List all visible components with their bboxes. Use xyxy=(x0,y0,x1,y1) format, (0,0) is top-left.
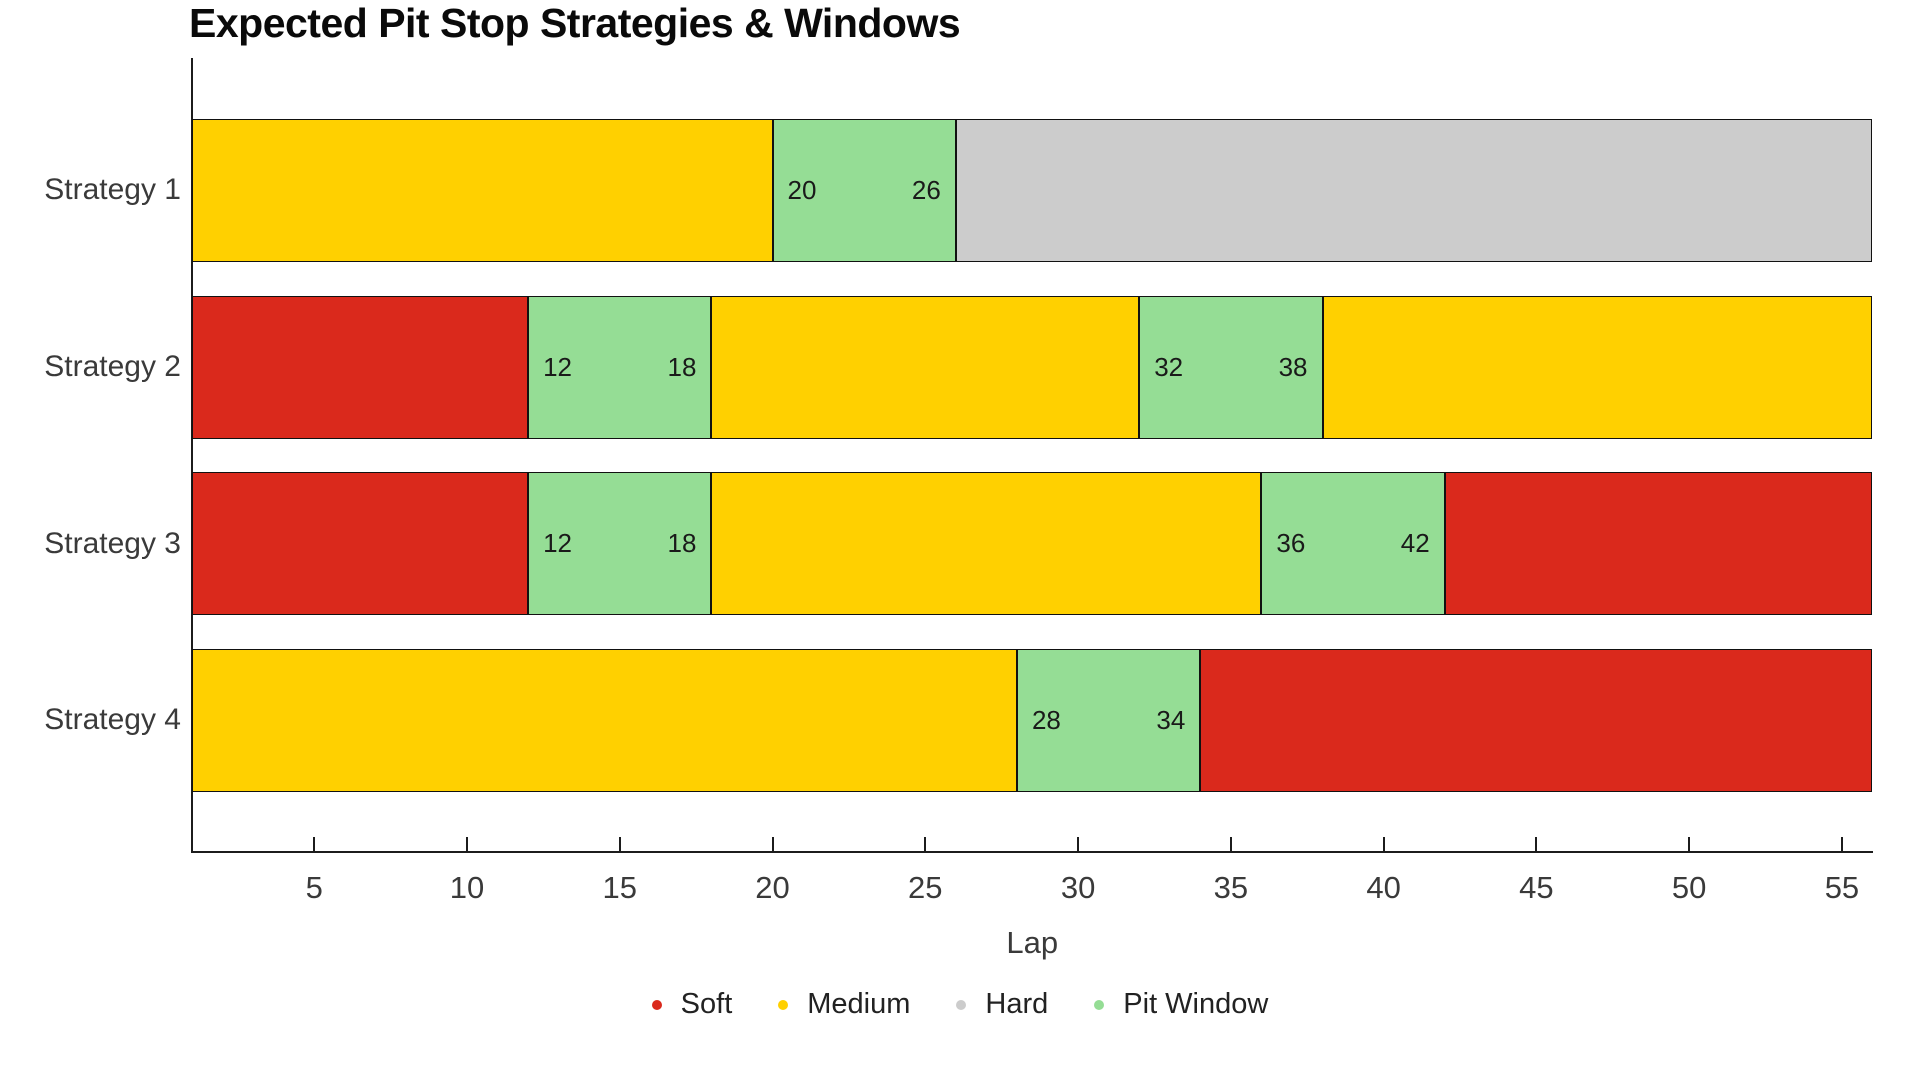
stint-segment xyxy=(711,472,1262,616)
legend-label: Medium xyxy=(807,988,911,1020)
pit-window-open-lap: 12 xyxy=(543,528,573,559)
stint-segment xyxy=(192,118,773,262)
pit-window-open-lap: 36 xyxy=(1276,528,1306,559)
x-tick-label: 20 xyxy=(755,870,790,905)
x-axis-line xyxy=(191,851,1873,853)
y-category-label: Strategy 4 xyxy=(44,703,181,737)
pit-window-close-lap: 18 xyxy=(667,351,697,382)
x-tick-label: 25 xyxy=(908,870,943,905)
x-tick-mark xyxy=(1229,837,1232,852)
pit-window-close-lap: 38 xyxy=(1278,351,1308,382)
x-tick-label: 40 xyxy=(1366,870,1401,905)
pit-window-open-lap: 20 xyxy=(787,174,817,205)
y-category-label: Strategy 2 xyxy=(44,350,181,383)
x-tick-mark xyxy=(1077,837,1080,852)
x-tick-mark xyxy=(1688,837,1691,852)
pit-window-close-lap: 26 xyxy=(911,174,941,205)
x-tick-label: 5 xyxy=(305,870,323,905)
legend-dot-icon xyxy=(1094,999,1105,1010)
stint-segment xyxy=(192,472,529,616)
pit-window-segment: 28 34 xyxy=(1016,648,1201,792)
pit-window-close-lap: 42 xyxy=(1400,528,1430,559)
stint-segment xyxy=(192,648,1017,792)
x-tick-label: 10 xyxy=(449,870,485,905)
pit-window-segment: 12 18 xyxy=(528,472,712,616)
x-tick-label: 15 xyxy=(602,870,637,905)
pit-window-segment: 32 38 xyxy=(1139,295,1323,439)
y-category-label: Strategy 3 xyxy=(44,526,181,560)
x-tick-mark xyxy=(465,837,468,852)
stint-segment xyxy=(1200,648,1873,792)
x-tick-mark xyxy=(618,837,621,852)
pit-window-close-lap: 18 xyxy=(667,528,697,559)
x-tick-mark xyxy=(313,837,316,852)
x-tick-mark xyxy=(924,837,927,852)
legend-label: Pit Window xyxy=(1123,988,1269,1020)
chart-title: Expected Pit Stop Strategies & Windows xyxy=(189,0,961,46)
legend-dot-icon xyxy=(651,999,662,1010)
x-tick-mark xyxy=(1382,837,1385,852)
legend-label: Soft xyxy=(680,988,733,1020)
x-tick-label: 50 xyxy=(1671,870,1707,905)
x-tick-mark xyxy=(1840,837,1843,852)
x-tick-label: 55 xyxy=(1824,870,1860,905)
pit-window-segment: 20 26 xyxy=(772,118,956,262)
stint-segment xyxy=(955,118,1873,262)
legend-label: Hard xyxy=(985,988,1049,1020)
legend-item: Pit Window xyxy=(1094,988,1268,1021)
x-tick-label: 45 xyxy=(1519,870,1554,905)
stint-segment xyxy=(711,295,1140,439)
pit-window-close-lap: 34 xyxy=(1156,704,1186,735)
pit-window-open-lap: 28 xyxy=(1031,704,1061,735)
x-tick-mark xyxy=(771,837,774,852)
x-tick-label: 30 xyxy=(1060,870,1096,905)
legend-item: Medium xyxy=(778,988,910,1021)
legend: Soft Medium Hard Pit Window xyxy=(0,988,1920,1021)
stint-segment xyxy=(1322,295,1873,439)
pit-window-open-lap: 12 xyxy=(543,351,573,382)
legend-item: Hard xyxy=(956,988,1048,1021)
pit-window-segment: 36 42 xyxy=(1261,472,1445,616)
x-tick-mark xyxy=(1535,837,1538,852)
legend-dot-icon xyxy=(778,999,789,1010)
y-category-label: Strategy 1 xyxy=(44,173,181,207)
x-tick-label: 35 xyxy=(1213,870,1249,905)
y-axis-line xyxy=(191,58,193,853)
stint-segment xyxy=(1444,472,1873,616)
legend-item: Soft xyxy=(651,988,733,1021)
pit-window-segment: 12 18 xyxy=(528,295,712,439)
legend-dot-icon xyxy=(956,999,967,1010)
x-axis-title: Lap xyxy=(1006,925,1059,960)
stint-segment xyxy=(192,295,529,439)
pit-window-open-lap: 32 xyxy=(1154,351,1184,382)
